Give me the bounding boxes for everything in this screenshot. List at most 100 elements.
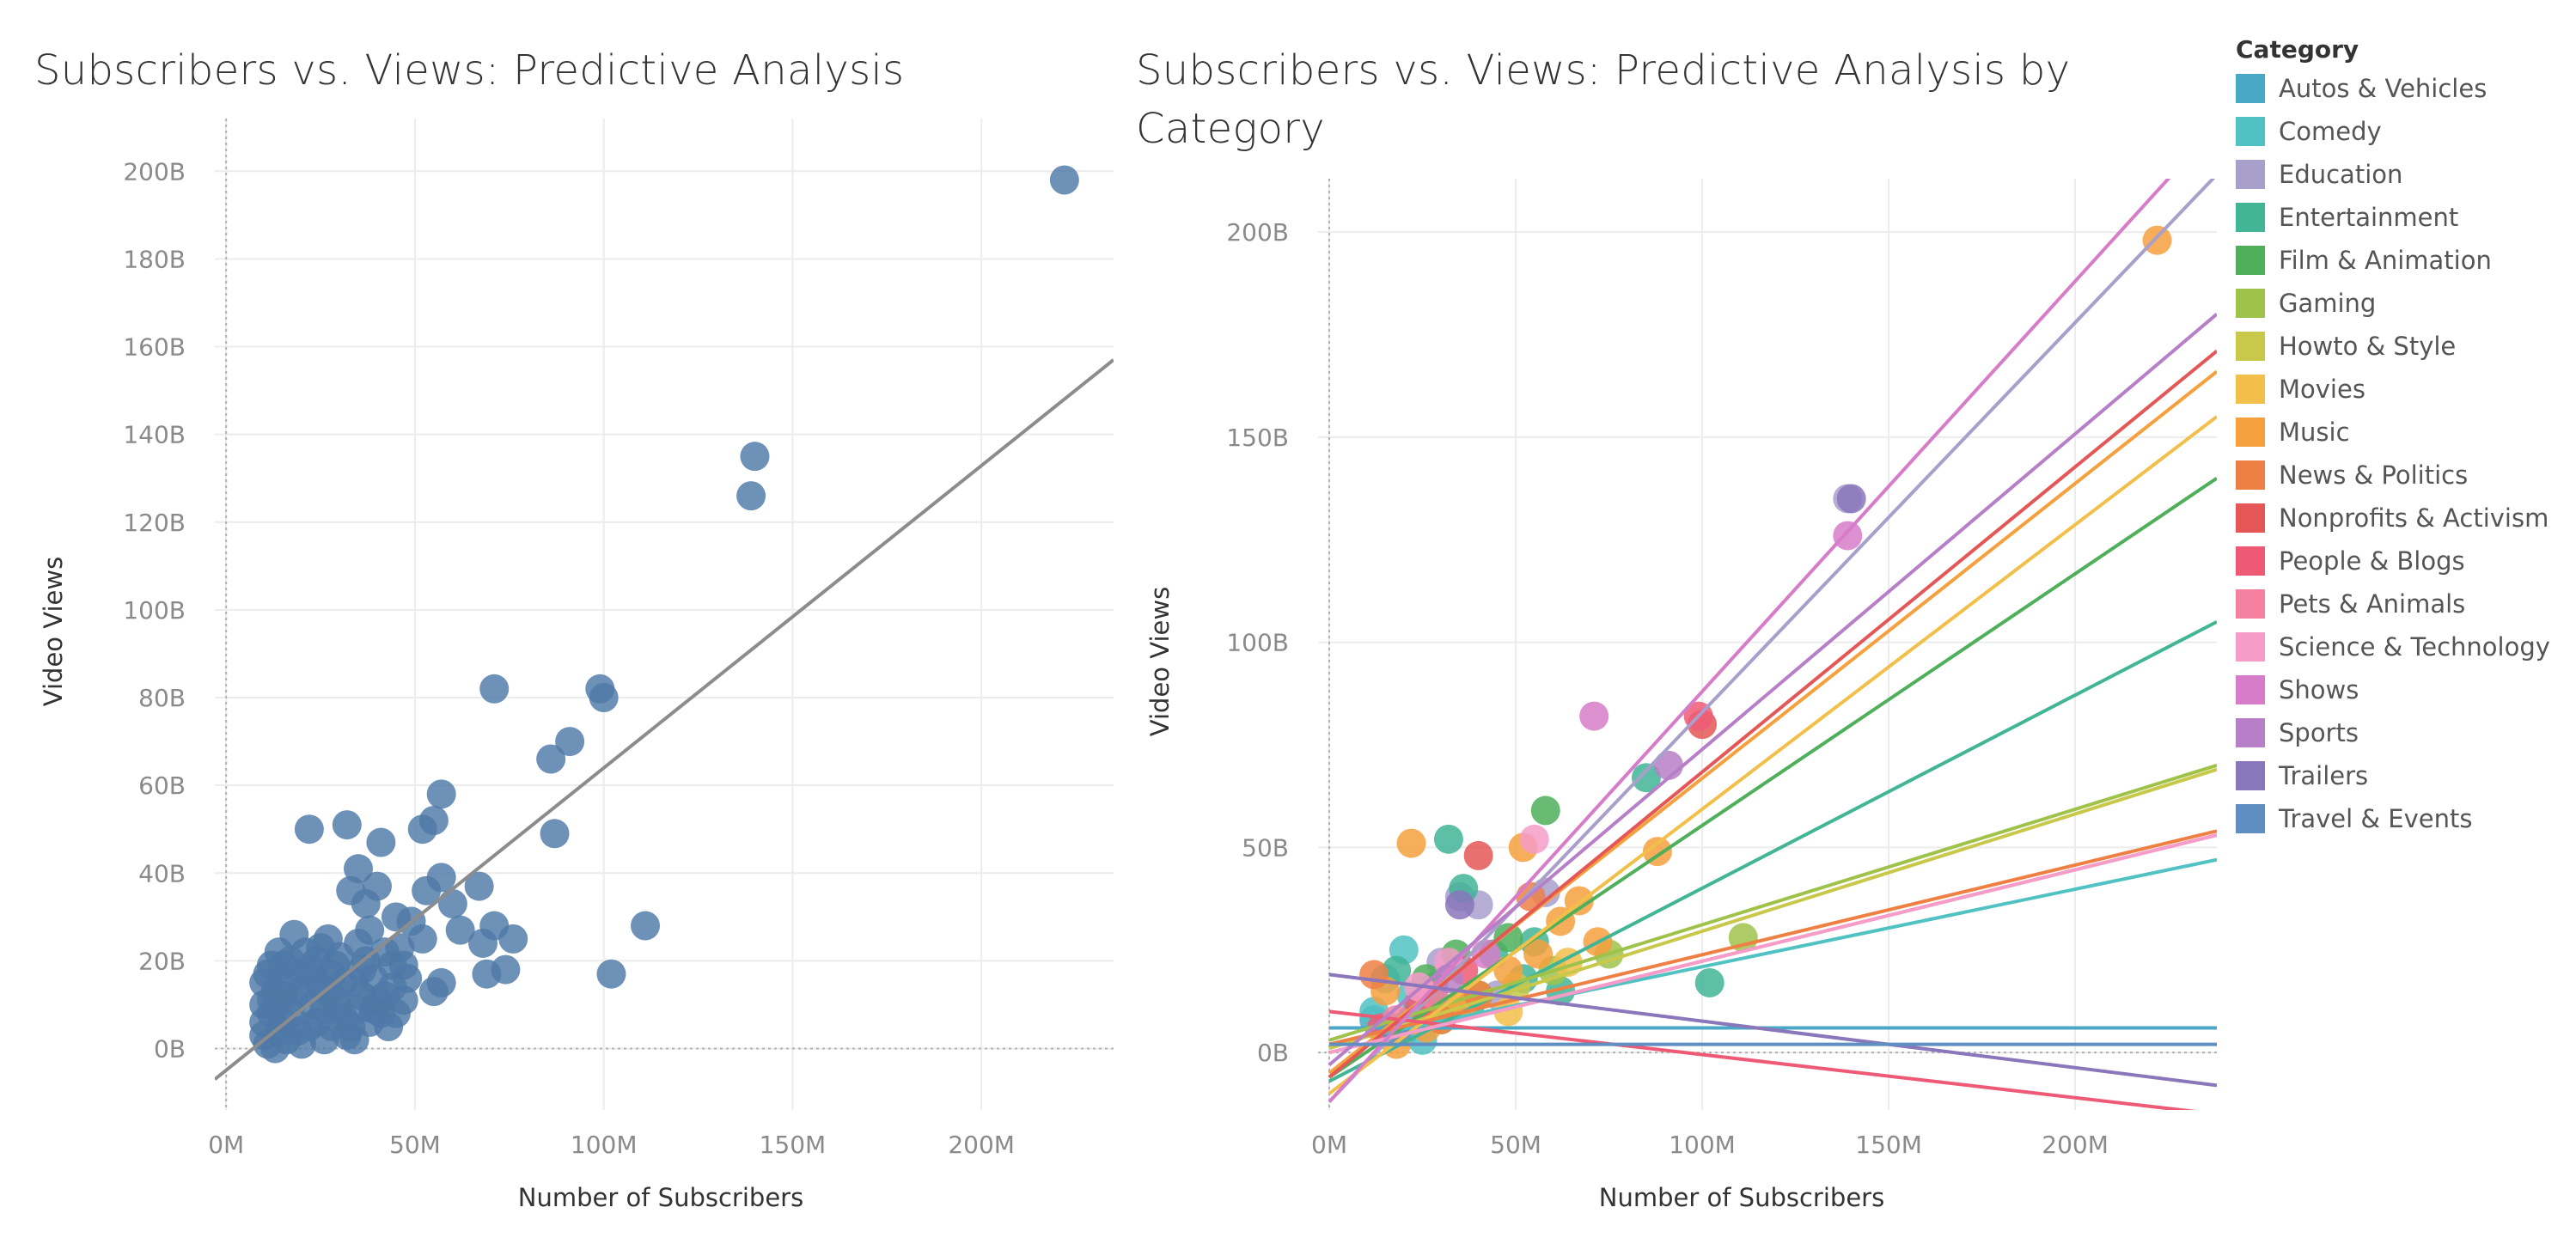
- data-point[interactable]: [596, 959, 626, 989]
- data-point[interactable]: [1833, 521, 1863, 551]
- data-point[interactable]: [1530, 796, 1560, 826]
- data-point[interactable]: [358, 994, 388, 1024]
- legend-item[interactable]: Travel & Events: [2236, 797, 2576, 840]
- legend-item[interactable]: Shows: [2236, 668, 2576, 711]
- trend-line[interactable]: [1328, 767, 2217, 1051]
- trend-line[interactable]: [1328, 350, 2217, 1079]
- data-point[interactable]: [407, 814, 437, 845]
- legend-item[interactable]: Film & Animation: [2236, 239, 2576, 282]
- trend-line[interactable]: [1328, 857, 2217, 1046]
- legend-item[interactable]: News & Politics: [2236, 454, 2576, 497]
- x-tick-label: 100M: [1669, 1131, 1736, 1159]
- legend-item[interactable]: People & Blogs: [2236, 540, 2576, 582]
- data-point[interactable]: [437, 889, 467, 919]
- data-point[interactable]: [736, 481, 766, 511]
- data-point[interactable]: [339, 1025, 369, 1055]
- data-point[interactable]: [256, 985, 286, 1015]
- legend-label: Pets & Animals: [2279, 589, 2466, 619]
- trend-line[interactable]: [1328, 125, 2217, 1103]
- data-point[interactable]: [1836, 484, 1866, 514]
- data-point[interactable]: [1049, 165, 1079, 195]
- trend-line[interactable]: [1328, 476, 2217, 1079]
- trend-line[interactable]: [1328, 833, 2217, 1055]
- data-point[interactable]: [407, 924, 437, 954]
- legend-item[interactable]: Education: [2236, 153, 2576, 196]
- data-point[interactable]: [393, 963, 423, 993]
- legend-item[interactable]: Gaming: [2236, 282, 2576, 325]
- legend-item[interactable]: Music: [2236, 411, 2576, 454]
- data-point[interactable]: [1433, 824, 1463, 854]
- data-point[interactable]: [1444, 890, 1474, 920]
- trend-line[interactable]: [1328, 174, 2217, 1103]
- data-point[interactable]: [344, 928, 374, 958]
- trend-line[interactable]: [1328, 313, 2217, 1066]
- data-point[interactable]: [426, 779, 456, 809]
- legend-swatch: [2236, 460, 2265, 490]
- legend-label: Travel & Events: [2279, 804, 2473, 833]
- data-point[interactable]: [366, 827, 396, 857]
- data-point[interactable]: [536, 744, 566, 774]
- data-point[interactable]: [320, 950, 351, 980]
- data-point[interactable]: [418, 977, 449, 1007]
- data-point[interactable]: [540, 819, 570, 849]
- legend-item[interactable]: Entertainment: [2236, 196, 2576, 239]
- trend-line[interactable]: [1328, 619, 2217, 1083]
- legend-item[interactable]: Trailers: [2236, 754, 2576, 797]
- trend-line[interactable]: [215, 358, 1114, 1081]
- data-point[interactable]: [1396, 828, 1426, 858]
- data-point[interactable]: [498, 924, 528, 954]
- legend-item[interactable]: Nonprofits & Activism: [2236, 497, 2576, 540]
- data-point[interactable]: [1694, 967, 1724, 997]
- data-point[interactable]: [1493, 923, 1523, 953]
- legend-item[interactable]: Science & Technology: [2236, 625, 2576, 668]
- data-point[interactable]: [445, 915, 475, 945]
- data-point[interactable]: [336, 875, 366, 905]
- data-point[interactable]: [1359, 960, 1389, 990]
- data-point[interactable]: [1523, 939, 1554, 969]
- legend-item[interactable]: Howto & Style: [2236, 325, 2576, 368]
- data-point[interactable]: [1519, 824, 1549, 854]
- data-point[interactable]: [1579, 701, 1609, 731]
- data-point[interactable]: [1463, 840, 1493, 870]
- data-point[interactable]: [740, 442, 770, 472]
- y-tick-label: 50B: [1242, 833, 1289, 862]
- data-point[interactable]: [381, 902, 411, 932]
- data-point[interactable]: [631, 911, 661, 941]
- trend-line[interactable]: [1328, 829, 2217, 1046]
- data-point[interactable]: [275, 946, 305, 976]
- plot-area: [215, 165, 1114, 1081]
- data-point[interactable]: [344, 854, 374, 884]
- data-point[interactable]: [472, 959, 502, 989]
- legend-swatch: [2236, 375, 2265, 404]
- data-point[interactable]: [468, 928, 498, 958]
- data-point[interactable]: [589, 683, 619, 713]
- data-point[interactable]: [332, 810, 362, 840]
- data-point[interactable]: [253, 959, 283, 989]
- scatter-chart-left[interactable]: 0M 50M 100M 150M 200M 0B 20B 40B 60B 80B 100B 120B 1…: [0, 0, 1117, 1250]
- data-point[interactable]: [388, 985, 418, 1015]
- legend-swatch: [2236, 246, 2265, 275]
- data-point[interactable]: [479, 674, 510, 704]
- data-point[interactable]: [347, 954, 377, 985]
- data-point[interactable]: [555, 727, 585, 757]
- trend-line[interactable]: [1328, 415, 2217, 1095]
- data-point[interactable]: [412, 875, 442, 905]
- legend-item[interactable]: Sports: [2236, 711, 2576, 754]
- scatter-chart-right[interactable]: 0M 50M 100M 150M 200M 0B 50B 100B 150B 200B Number…: [1117, 0, 2234, 1250]
- y-tick-label: 100B: [123, 596, 186, 625]
- legend-swatch: [2236, 632, 2265, 662]
- data-point[interactable]: [298, 963, 328, 993]
- legend-item[interactable]: Pets & Animals: [2236, 582, 2576, 625]
- x-tick-label: 0M: [208, 1131, 244, 1159]
- data-point[interactable]: [294, 814, 324, 845]
- legend-item[interactable]: Comedy: [2236, 110, 2576, 153]
- data-point[interactable]: [1631, 763, 1661, 793]
- data-point[interactable]: [464, 871, 494, 901]
- data-point[interactable]: [309, 994, 339, 1024]
- legend-item[interactable]: Autos & Vehicles: [2236, 67, 2576, 110]
- legend-item[interactable]: Movies: [2236, 368, 2576, 411]
- legend-label: Science & Technology: [2279, 632, 2550, 662]
- data-point[interactable]: [2142, 225, 2172, 255]
- trend-line[interactable]: [1328, 973, 2217, 1088]
- trend-line[interactable]: [1328, 1009, 2217, 1113]
